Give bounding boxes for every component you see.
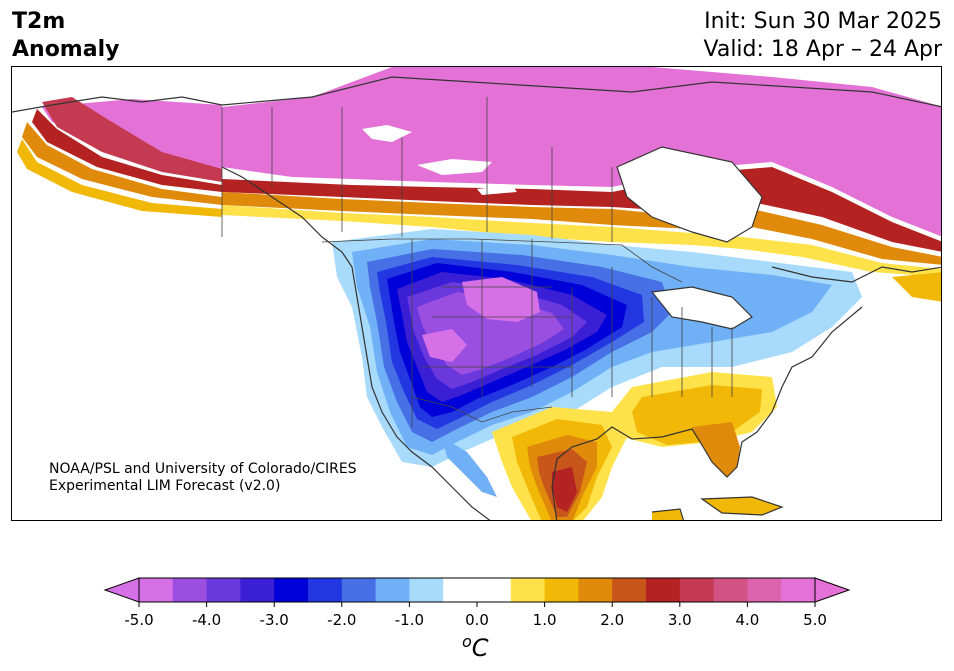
map-canvas xyxy=(12,67,941,520)
colorbar-box xyxy=(510,578,546,602)
colorbar-box xyxy=(240,578,275,602)
anomaly-band-alaska-yellow xyxy=(17,139,222,217)
lake-greatslave xyxy=(417,159,492,175)
colorbar-tick-label: 0.0 xyxy=(465,611,489,629)
colorbar-box xyxy=(679,578,715,602)
colorbar-tick-label: -2.0 xyxy=(327,611,356,629)
colorbar-box xyxy=(781,578,816,602)
anomaly-band-alaska-red xyxy=(42,97,222,182)
colorbar-box xyxy=(612,578,647,602)
colorbar-box xyxy=(375,578,410,602)
colorbar-extend-high xyxy=(814,577,851,603)
colorbar-box xyxy=(308,578,343,602)
colorbar-tick-label: -5.0 xyxy=(124,611,153,629)
colorbar-box xyxy=(274,578,309,602)
colorbar-tick-label: 2.0 xyxy=(600,611,624,629)
colorbar-tick-label: 5.0 xyxy=(803,611,827,629)
anomaly-band-alaska-darkred xyxy=(32,109,222,192)
colorbar-box xyxy=(409,578,444,602)
valid-date: Valid: 18 Apr – 24 Apr xyxy=(703,37,943,62)
anomaly-map xyxy=(11,66,942,521)
colorbar-tick-label: 4.0 xyxy=(735,611,759,629)
units-degree: o xyxy=(462,632,472,651)
colorbar-tick-label: -1.0 xyxy=(395,611,424,629)
forecast-dates: Init: Sun 30 Mar 2025 Valid: 18 Apr – 24… xyxy=(704,8,943,64)
colorbar-box xyxy=(646,578,681,602)
anomaly-band-alaska-orange xyxy=(22,122,222,205)
credit-text: NOAA/PSL and University of Colorado/CIRE… xyxy=(49,461,357,495)
anomaly-cold-pink xyxy=(462,277,540,322)
anomaly-warm-florida xyxy=(692,422,740,477)
title-line-1: T2m xyxy=(12,9,66,34)
anomaly-warm-atlantic-canada xyxy=(892,272,941,302)
units-base: C xyxy=(471,634,489,662)
colorbar-tick-label: 3.0 xyxy=(668,611,692,629)
lake-greatbear xyxy=(362,125,412,142)
colorbar-box xyxy=(341,578,377,602)
colorbar-tick-label: -4.0 xyxy=(192,611,221,629)
lake-hudson-bay xyxy=(617,147,762,242)
colorbar-tick-label: -3.0 xyxy=(260,611,289,629)
colorbar-box xyxy=(172,578,208,602)
anomaly-warm-mexico-red xyxy=(552,467,577,512)
colorbar-box xyxy=(544,578,579,602)
colorbar-box xyxy=(578,578,613,602)
anomaly-cold-pink-2 xyxy=(422,329,467,362)
title-line-2: Anomaly xyxy=(12,37,120,62)
colorbar: -5.0 -4.0 -3.0 -2.0 -1.0 0.0 1.0 2.0 3.0 4.0 5.0 xyxy=(103,577,851,629)
anomaly-cold-baja xyxy=(442,437,497,497)
colorbar-ticks: -5.0 -4.0 -3.0 -2.0 -1.0 0.0 1.0 2.0 3.0 4.0 5.0 xyxy=(124,602,827,629)
political-borders xyxy=(221,97,733,427)
colorbar-extend-low xyxy=(103,577,140,603)
colorbar-box xyxy=(747,578,782,602)
colorbar-box xyxy=(713,578,748,602)
credit-line-1: NOAA/PSL and University of Colorado/CIRE… xyxy=(49,461,357,477)
colorbar-box xyxy=(443,578,512,602)
colorbar-box xyxy=(139,578,174,602)
anomaly-warm-cuba xyxy=(702,497,782,515)
colorbar-boxes xyxy=(139,578,816,602)
init-date: Init: Sun 30 Mar 2025 xyxy=(704,9,942,34)
map-title: T2m Anomaly xyxy=(12,8,119,64)
anomaly-region-arctic xyxy=(222,67,941,237)
colorbar-tick-label: 1.0 xyxy=(533,611,557,629)
lakes-great-lakes xyxy=(652,287,752,329)
coastlines xyxy=(12,76,941,520)
credit-line-2: Experimental LIM Forecast (v2.0) xyxy=(49,478,281,494)
units-label: oC xyxy=(462,632,489,662)
colorbar-box xyxy=(206,578,241,602)
